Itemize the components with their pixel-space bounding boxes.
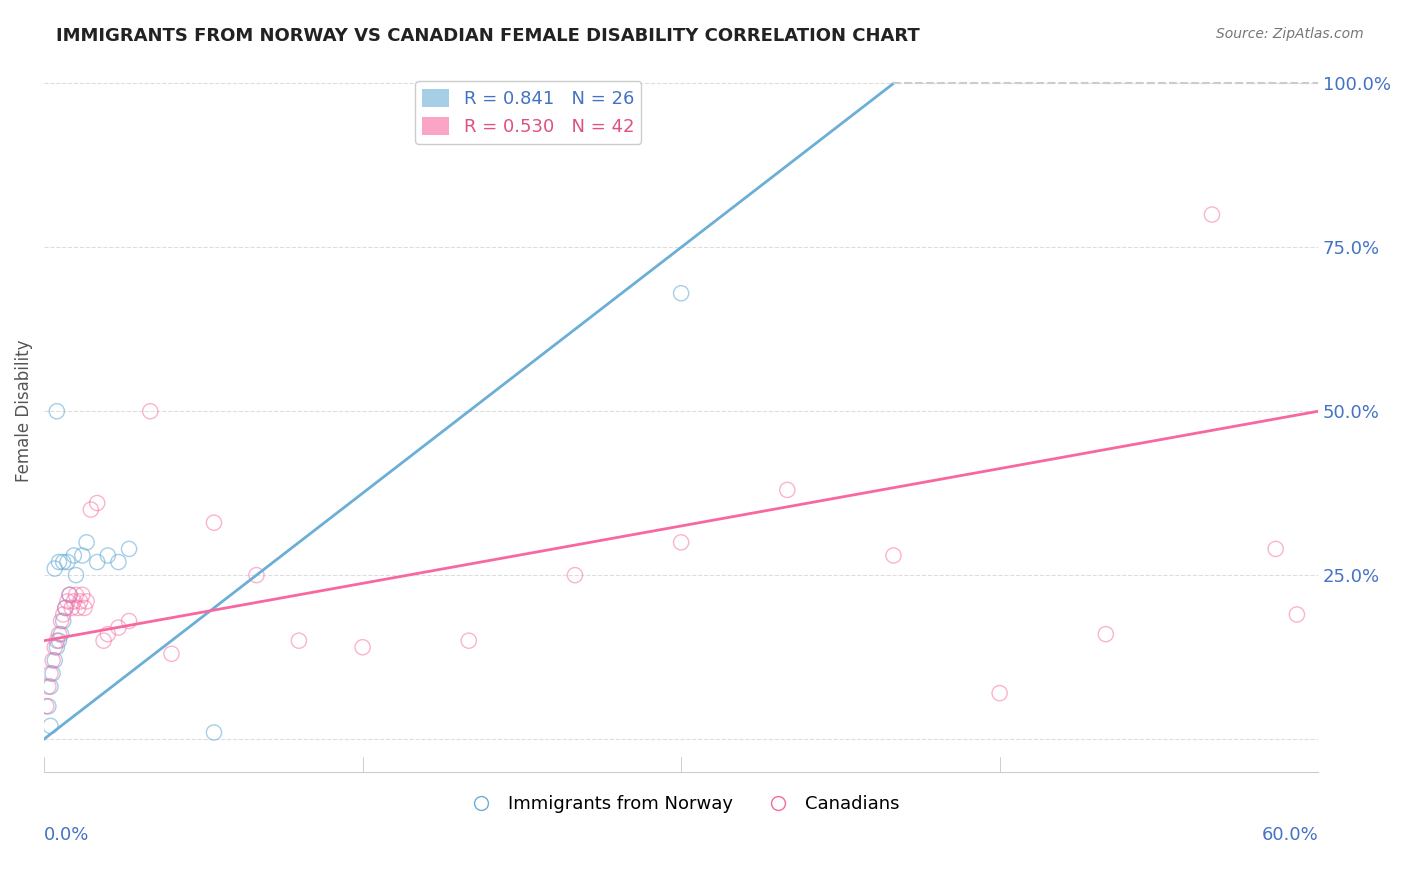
Immigrants from Norway	[118, 541, 141, 556]
Canadians	[72, 588, 94, 602]
Canadians	[1201, 208, 1223, 222]
Immigrants from Norway	[44, 561, 66, 575]
Immigrants from Norway	[86, 555, 108, 569]
Canadians	[776, 483, 799, 497]
Text: Source: ZipAtlas.com: Source: ZipAtlas.com	[1216, 27, 1364, 41]
Canadians	[58, 588, 80, 602]
Canadians	[988, 686, 1011, 700]
Canadians	[160, 647, 183, 661]
Canadians	[352, 640, 374, 655]
Canadians	[107, 621, 129, 635]
Canadians	[60, 601, 83, 615]
Canadians	[48, 627, 70, 641]
Canadians	[69, 594, 91, 608]
Immigrants from Norway	[45, 640, 67, 655]
Canadians	[245, 568, 267, 582]
Canadians	[80, 502, 103, 516]
Immigrants from Norway	[72, 549, 94, 563]
Canadians	[669, 535, 692, 549]
Canadians	[53, 601, 76, 615]
Immigrants from Norway	[39, 719, 62, 733]
Immigrants from Norway	[669, 286, 692, 301]
Canadians	[65, 588, 87, 602]
Immigrants from Norway	[41, 666, 63, 681]
Canadians	[39, 666, 62, 681]
Canadians	[37, 680, 59, 694]
Canadians	[118, 614, 141, 628]
Canadians	[56, 594, 79, 608]
Canadians	[139, 404, 162, 418]
Text: IMMIGRANTS FROM NORWAY VS CANADIAN FEMALE DISABILITY CORRELATION CHART: IMMIGRANTS FROM NORWAY VS CANADIAN FEMAL…	[56, 27, 920, 45]
Canadians	[35, 699, 58, 714]
Canadians	[97, 627, 120, 641]
Immigrants from Norway	[45, 404, 67, 418]
Canadians	[288, 633, 311, 648]
Canadians	[1285, 607, 1308, 622]
Canadians	[44, 640, 66, 655]
Text: 60.0%: 60.0%	[1261, 826, 1319, 844]
Canadians	[45, 633, 67, 648]
Canadians	[882, 549, 904, 563]
Immigrants from Norway	[52, 614, 75, 628]
Canadians	[49, 614, 72, 628]
Immigrants from Norway	[76, 535, 98, 549]
Immigrants from Norway	[56, 555, 79, 569]
Immigrants from Norway	[37, 699, 59, 714]
Text: 0.0%: 0.0%	[44, 826, 90, 844]
Canadians	[52, 607, 75, 622]
Immigrants from Norway	[63, 549, 86, 563]
Immigrants from Norway	[52, 555, 75, 569]
Canadians	[67, 601, 90, 615]
Canadians	[93, 633, 115, 648]
Canadians	[202, 516, 225, 530]
Canadians	[1094, 627, 1116, 641]
Immigrants from Norway	[202, 725, 225, 739]
Immigrants from Norway	[65, 568, 87, 582]
Y-axis label: Female Disability: Female Disability	[15, 340, 32, 483]
Immigrants from Norway	[97, 549, 120, 563]
Immigrants from Norway	[49, 627, 72, 641]
Canadians	[41, 653, 63, 667]
Canadians	[73, 601, 96, 615]
Canadians	[564, 568, 586, 582]
Canadians	[63, 594, 86, 608]
Legend: Immigrants from Norway, Canadians: Immigrants from Norway, Canadians	[456, 788, 907, 821]
Immigrants from Norway	[53, 601, 76, 615]
Immigrants from Norway	[58, 588, 80, 602]
Canadians	[76, 594, 98, 608]
Immigrants from Norway	[44, 653, 66, 667]
Immigrants from Norway	[48, 555, 70, 569]
Canadians	[457, 633, 479, 648]
Immigrants from Norway	[39, 680, 62, 694]
Canadians	[86, 496, 108, 510]
Immigrants from Norway	[48, 633, 70, 648]
Canadians	[1264, 541, 1286, 556]
Immigrants from Norway	[107, 555, 129, 569]
